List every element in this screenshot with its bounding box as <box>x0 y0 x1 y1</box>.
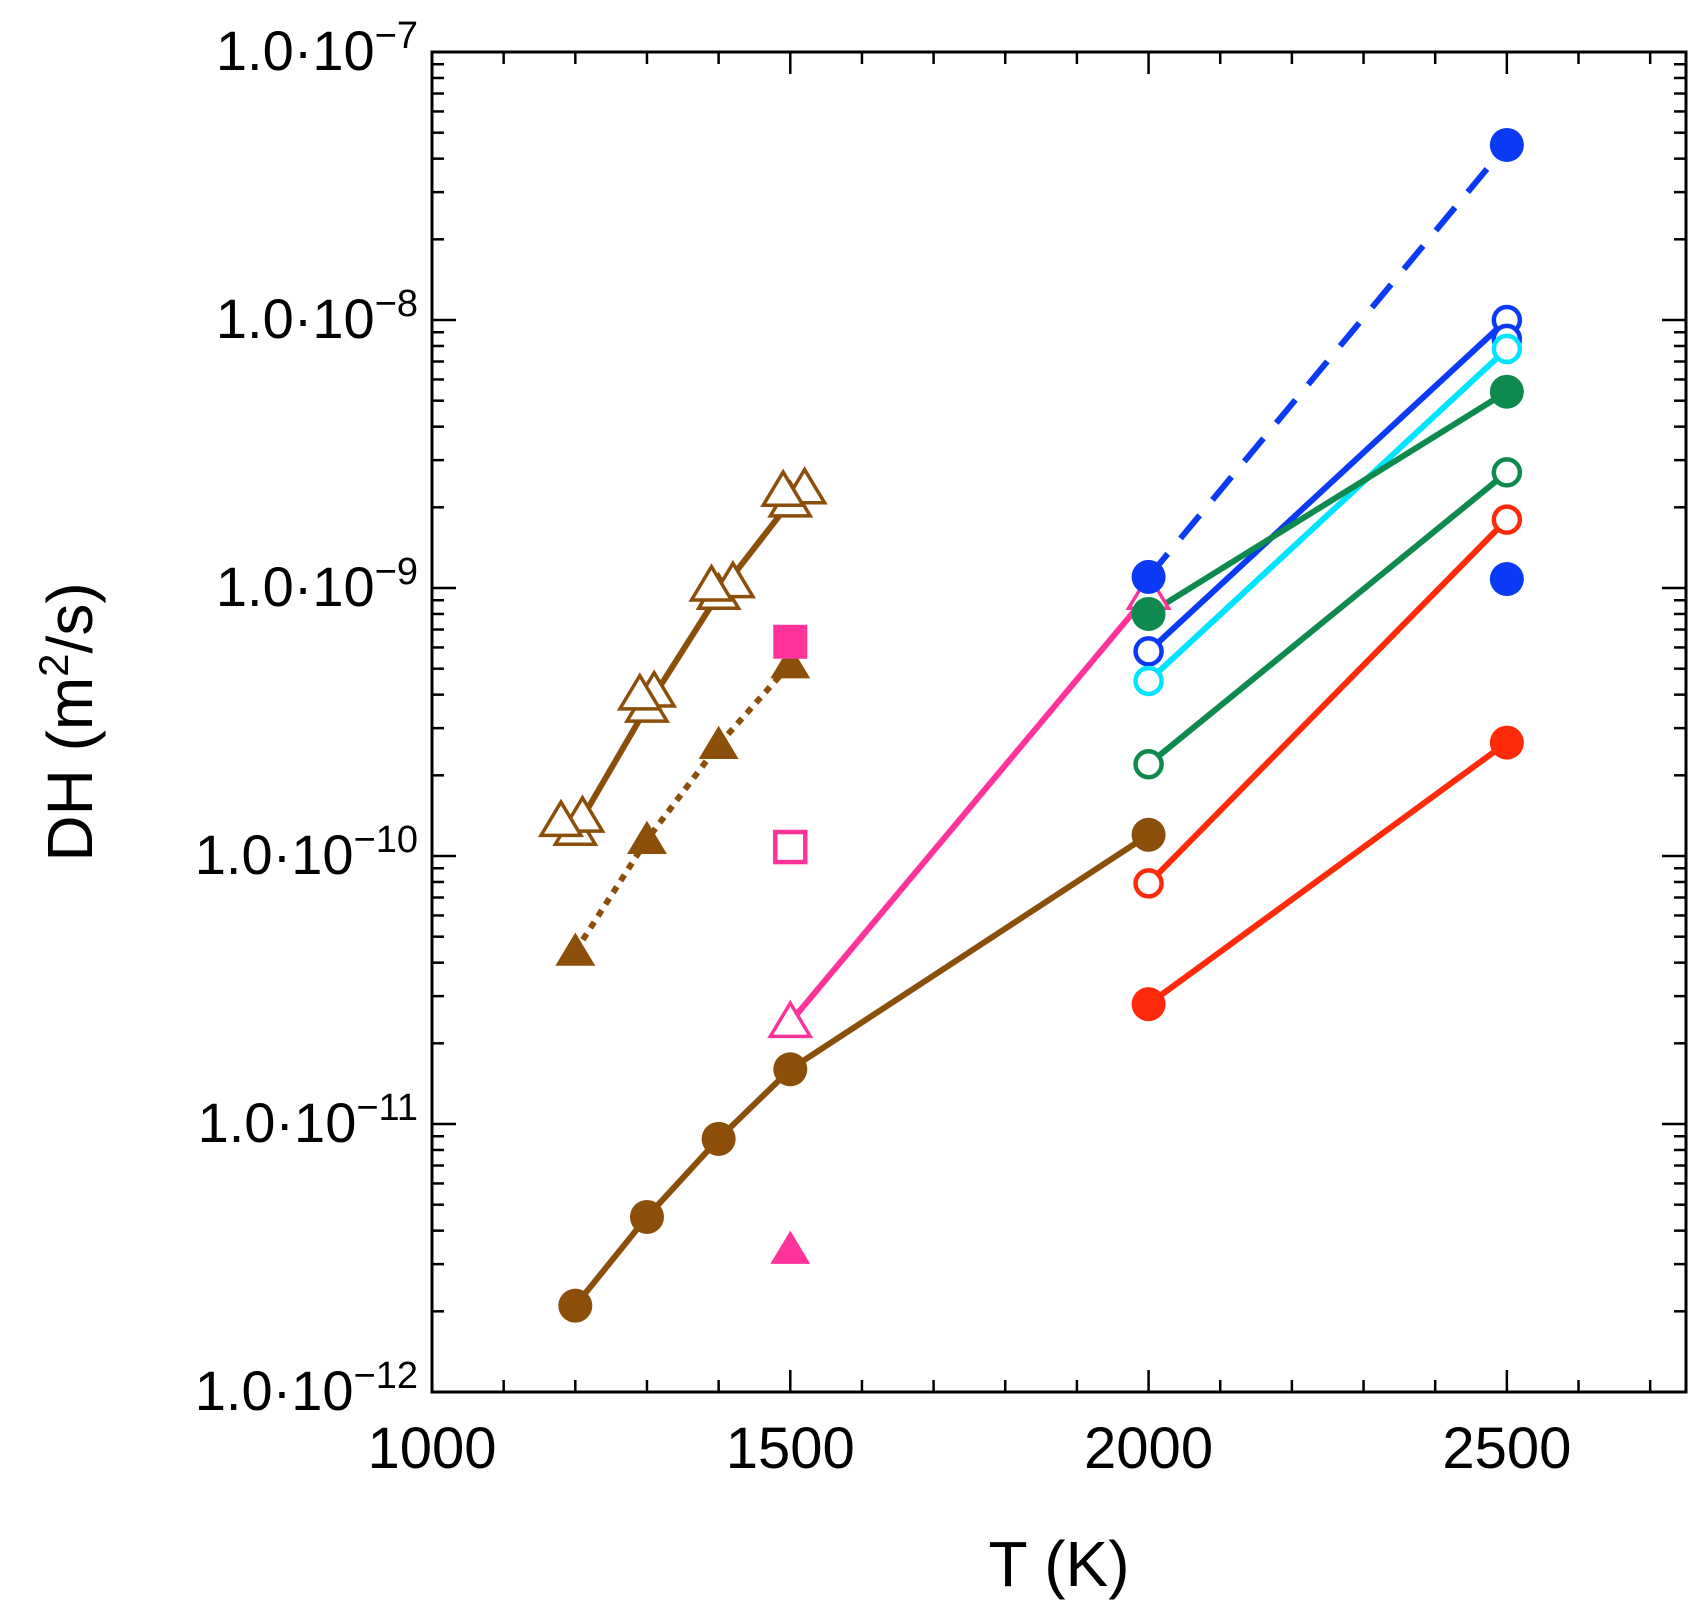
x-tick-label: 2500 <box>1442 1416 1571 1481</box>
y-tick-label: 1.0·10−8 <box>216 283 418 350</box>
y-tick-mantissa: 1.0·10 <box>216 287 375 350</box>
series-0-marker <box>701 1121 736 1156</box>
y-tick-exponent: −10 <box>354 819 418 861</box>
y-tick-mantissa: 1.0·10 <box>198 1091 357 1154</box>
y-tick-exponent: −8 <box>375 283 418 325</box>
series-6-marker <box>773 829 808 865</box>
plot-frame <box>430 50 1688 1394</box>
y-tick-mantissa: 1.0·10 <box>216 19 375 82</box>
series-9-marker <box>1489 562 1524 597</box>
y-tick-label: 1.0·10−10 <box>195 819 418 886</box>
y-axis-title-part: /s) <box>34 582 106 653</box>
series-0-marker <box>558 1288 593 1323</box>
y-tick-mantissa: 1.0·10 <box>195 823 354 886</box>
y-tick-mantissa: 1.0·10 <box>195 1359 354 1422</box>
series-0-marker <box>1131 817 1166 852</box>
series-2-line <box>572 499 793 832</box>
series-1-marker <box>698 725 739 760</box>
series-16-marker <box>1489 725 1524 760</box>
y-axis-title-part: DH (m <box>34 677 106 862</box>
series-3-marker <box>688 563 735 602</box>
y-axis-title-superscript: 2 <box>30 653 77 676</box>
series-3-marker <box>537 798 585 838</box>
series-16-line <box>1146 740 1509 1007</box>
series-14-marker <box>1491 457 1523 488</box>
series-8-marker <box>1489 127 1524 162</box>
series-13-line <box>1146 389 1509 617</box>
series-16-marker <box>1131 987 1166 1022</box>
series-1-line <box>572 662 793 954</box>
ticks-layer <box>430 50 1686 1394</box>
x-axis-title: T (K) <box>988 1528 1129 1600</box>
y-tick-exponent: −11 <box>356 1087 418 1129</box>
series-10-line <box>1146 317 1509 654</box>
x-tick-label: 1000 <box>367 1416 496 1481</box>
series-1-marker <box>770 645 811 679</box>
series-13-marker <box>1131 596 1166 631</box>
series-10-marker <box>1133 636 1164 667</box>
tick-labels-layer: 1000 1500 2000 25001.0·10−121.0·10−111.0·10… <box>195 15 1572 1481</box>
y-tick-exponent: −7 <box>375 15 418 57</box>
series-8-marker <box>1131 559 1166 594</box>
series-layer <box>537 127 1524 1323</box>
series-13-marker <box>1489 374 1524 409</box>
series-7-marker <box>770 1230 811 1264</box>
series-15-marker <box>1491 504 1523 535</box>
series-3-marker <box>760 468 807 508</box>
y-tick-exponent: −12 <box>354 1355 418 1397</box>
series-12-line <box>1146 346 1509 684</box>
series-8-line <box>1146 143 1510 579</box>
series-4-line <box>787 592 1151 1025</box>
series-15-marker <box>1133 868 1164 899</box>
series-14-marker <box>1133 748 1164 780</box>
series-0-marker <box>629 1199 664 1234</box>
series-0-line <box>572 832 1151 1308</box>
x-tick-label: 1500 <box>726 1416 855 1481</box>
y-tick-label: 1.0·10−9 <box>216 551 418 618</box>
series-12-marker <box>1491 333 1523 365</box>
series-15-line <box>1146 517 1509 886</box>
series-0-marker <box>773 1052 808 1087</box>
y-tick-exponent: −9 <box>375 551 418 593</box>
series-5-marker <box>773 624 808 659</box>
series-14-line <box>1146 470 1509 767</box>
series-4-marker <box>767 999 814 1039</box>
y-axis-title: DH (m2/s) <box>30 582 106 861</box>
y-tick-label: 1.0·10−11 <box>198 1087 418 1154</box>
y-tick-label: 1.0·10−7 <box>216 15 418 82</box>
series-1-marker <box>627 820 667 854</box>
series-12-marker <box>1133 665 1164 697</box>
series-1-marker <box>555 932 596 966</box>
y-tick-label: 1.0·10−12 <box>195 1355 418 1422</box>
series-3-marker <box>616 672 663 711</box>
x-tick-label: 2000 <box>1084 1416 1213 1481</box>
y-tick-mantissa: 1.0·10 <box>216 555 375 618</box>
